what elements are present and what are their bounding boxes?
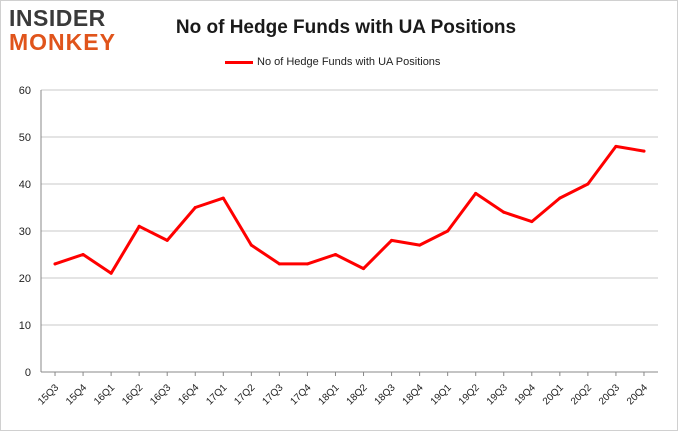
data-point [333, 253, 337, 256]
data-point [53, 262, 57, 266]
data-point [165, 238, 169, 242]
y-tick-label: 20 [19, 273, 31, 285]
x-tick-label: 18Q1 [317, 382, 342, 407]
x-tick-label: 20Q3 [597, 382, 622, 407]
insider-monkey-logo: INSIDER MONKEY [9, 7, 129, 54]
x-tick-label: 16Q1 [92, 382, 117, 407]
data-point [530, 220, 534, 224]
legend-label: No of Hedge Funds with UA Positions [257, 56, 441, 68]
x-tick-label: 20Q2 [569, 382, 594, 407]
x-tick-label: 18Q3 [373, 382, 398, 407]
y-tick-label: 60 [19, 85, 31, 97]
data-point [502, 210, 506, 214]
legend-swatch [225, 60, 253, 64]
x-tick-label: 15Q3 [36, 382, 61, 407]
x-tick-label: 18Q4 [401, 382, 426, 407]
x-tick-label: 16Q3 [148, 382, 173, 407]
data-point [137, 224, 141, 228]
data-point [586, 182, 590, 186]
x-tick-label: 17Q3 [260, 382, 285, 407]
x-tick-label: 17Q4 [288, 382, 313, 407]
x-tick-label: 19Q4 [513, 382, 538, 407]
data-point [474, 191, 478, 195]
logo-line-1: INSIDER [9, 5, 106, 31]
y-tick-label: 30 [19, 226, 31, 238]
x-tick-label: 19Q1 [429, 382, 454, 407]
x-tick-label: 19Q3 [485, 382, 510, 407]
data-point [390, 238, 394, 242]
data-point [249, 243, 253, 247]
data-point [446, 229, 450, 233]
x-tick-label: 18Q2 [345, 382, 370, 407]
data-point [221, 196, 225, 200]
data-point [418, 243, 422, 247]
chart-title: No of Hedge Funds with UA Positions [175, 17, 517, 38]
data-point [614, 144, 618, 148]
data-point [81, 253, 85, 256]
logo-line-2: MONKEY [9, 29, 116, 55]
x-tick-label: 15Q4 [64, 382, 89, 407]
x-tick-label: 17Q1 [204, 382, 229, 407]
y-tick-label: 0 [25, 367, 31, 379]
y-tick-label: 40 [19, 179, 31, 191]
y-tick-label: 10 [19, 320, 31, 332]
data-point [642, 149, 646, 153]
data-point [277, 262, 281, 266]
y-tick-label: 50 [19, 132, 31, 144]
x-tick-label: 19Q2 [457, 382, 482, 407]
legend: No of Hedge Funds with UA Positions [225, 54, 440, 70]
data-point [193, 206, 197, 209]
x-tick-label: 20Q4 [625, 382, 650, 407]
data-point [305, 262, 309, 266]
x-tick-label: 16Q2 [120, 382, 145, 407]
x-tick-label: 16Q4 [176, 382, 201, 407]
data-point [558, 196, 562, 200]
data-point [109, 271, 113, 275]
data-point [362, 267, 366, 271]
x-tick-label: 20Q1 [541, 382, 566, 407]
x-tick-label: 17Q2 [232, 382, 257, 407]
series-line [53, 144, 646, 275]
